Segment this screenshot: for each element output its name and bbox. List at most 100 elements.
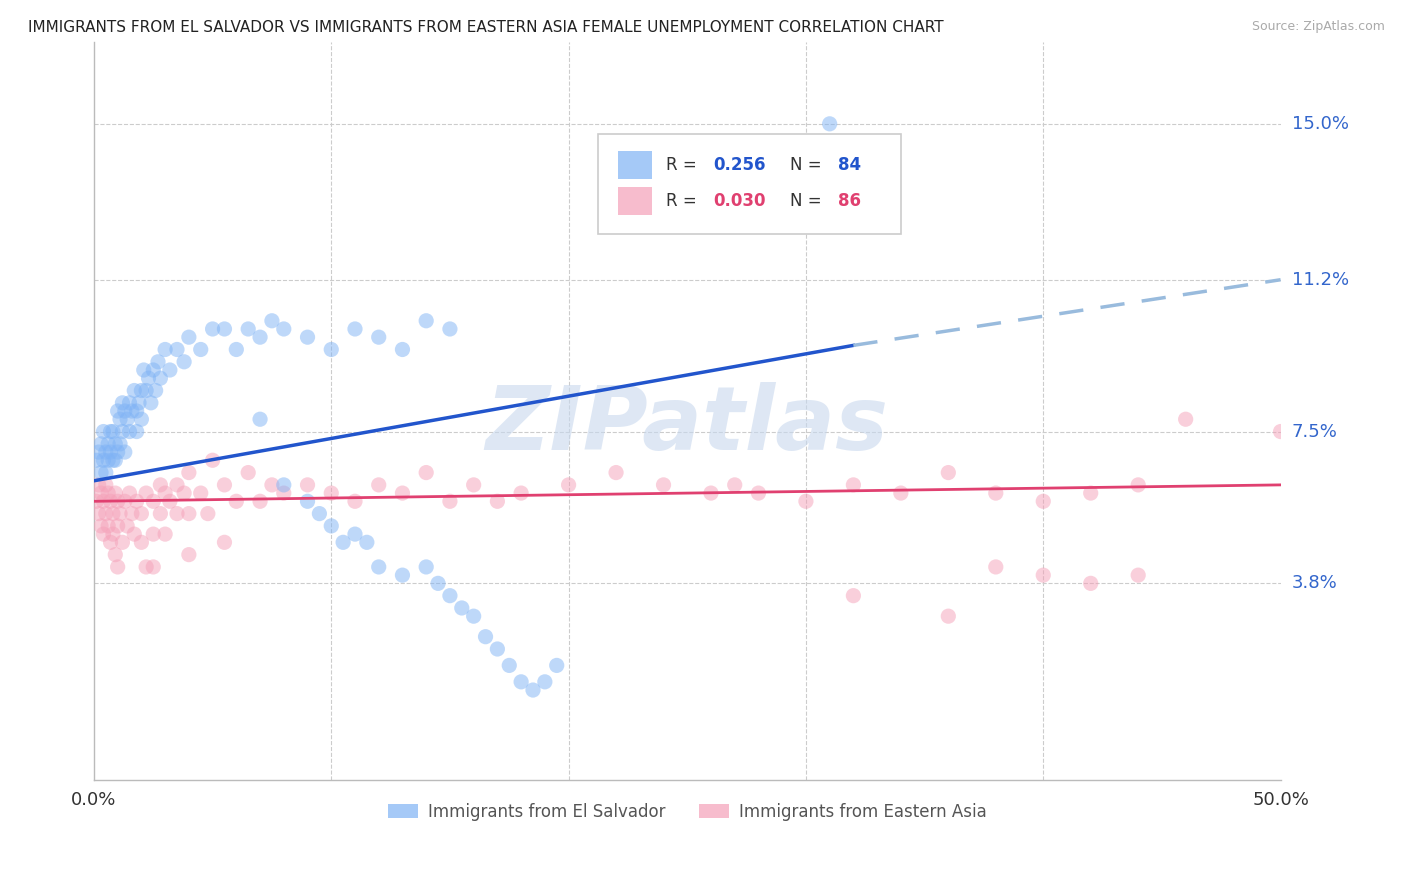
Point	[510, 486, 533, 500]
Point	[1080, 576, 1102, 591]
Point	[94, 478, 117, 492]
Point	[177, 330, 200, 344]
Point	[177, 548, 200, 562]
Point	[842, 589, 865, 603]
Text: 11.2%: 11.2%	[1292, 271, 1348, 289]
Point	[391, 568, 413, 582]
Point	[321, 343, 343, 357]
Point	[124, 384, 146, 398]
Point	[142, 527, 165, 541]
Point	[260, 314, 283, 328]
Point	[1128, 478, 1150, 492]
Point	[724, 158, 747, 172]
Point	[111, 425, 134, 439]
Point	[139, 396, 162, 410]
Point	[367, 330, 389, 344]
Point	[367, 478, 389, 492]
Point	[321, 486, 343, 500]
Point	[1270, 425, 1292, 439]
Point	[510, 674, 533, 689]
Point	[101, 507, 124, 521]
Point	[84, 494, 107, 508]
Point	[214, 322, 236, 336]
Point	[936, 609, 959, 624]
Legend: Immigrants from El Salvador, Immigrants from Eastern Asia: Immigrants from El Salvador, Immigrants …	[381, 796, 993, 828]
Point	[90, 486, 112, 500]
Point	[87, 507, 110, 521]
Point	[90, 466, 112, 480]
Point	[308, 507, 330, 521]
Point	[93, 453, 115, 467]
Point	[486, 642, 509, 657]
Point	[159, 494, 181, 508]
Point	[108, 507, 131, 521]
Point	[450, 601, 472, 615]
Point	[890, 486, 912, 500]
Point	[486, 494, 509, 508]
Point	[111, 535, 134, 549]
Point	[107, 494, 129, 508]
Point	[415, 560, 437, 574]
Point	[101, 425, 124, 439]
Text: 0.030: 0.030	[713, 192, 766, 210]
Point	[114, 404, 136, 418]
Point	[498, 658, 520, 673]
Point	[177, 507, 200, 521]
Point	[87, 445, 110, 459]
Point	[297, 330, 319, 344]
Text: 7.5%: 7.5%	[1292, 423, 1337, 441]
Point	[249, 330, 271, 344]
Point	[94, 466, 117, 480]
Point	[190, 343, 212, 357]
Point	[297, 494, 319, 508]
Point	[173, 486, 195, 500]
Point	[700, 486, 723, 500]
Point	[166, 478, 188, 492]
Point	[135, 486, 157, 500]
Point	[101, 527, 124, 541]
Point	[1032, 568, 1054, 582]
Point	[94, 507, 117, 521]
Point	[124, 527, 146, 541]
Point	[149, 478, 172, 492]
Point	[367, 560, 389, 574]
Point	[125, 425, 148, 439]
Point	[138, 371, 160, 385]
Point	[84, 453, 107, 467]
Point	[108, 437, 131, 451]
Point	[121, 404, 143, 418]
Text: N =: N =	[790, 156, 827, 174]
FancyBboxPatch shape	[619, 151, 651, 179]
Point	[149, 371, 172, 385]
Point	[125, 494, 148, 508]
Point	[439, 322, 461, 336]
Point	[238, 466, 260, 480]
Text: 0.256: 0.256	[713, 156, 766, 174]
Point	[94, 445, 117, 459]
Point	[101, 453, 124, 467]
Point	[104, 437, 127, 451]
Point	[159, 363, 181, 377]
Point	[546, 658, 568, 673]
Point	[142, 560, 165, 574]
Point	[97, 453, 120, 467]
Point	[115, 412, 138, 426]
Point	[391, 486, 413, 500]
Point	[343, 322, 366, 336]
Point	[794, 494, 817, 508]
Point	[1174, 412, 1197, 426]
Point	[1080, 486, 1102, 500]
Text: N =: N =	[790, 192, 827, 210]
Point	[534, 674, 557, 689]
Point	[818, 117, 841, 131]
Point	[1128, 568, 1150, 582]
Point	[104, 453, 127, 467]
Point	[225, 343, 247, 357]
Point	[984, 560, 1007, 574]
Text: R =: R =	[666, 192, 702, 210]
Point	[842, 478, 865, 492]
Point	[343, 494, 366, 508]
Text: 84: 84	[838, 156, 860, 174]
Point	[652, 478, 675, 492]
Point	[131, 507, 153, 521]
